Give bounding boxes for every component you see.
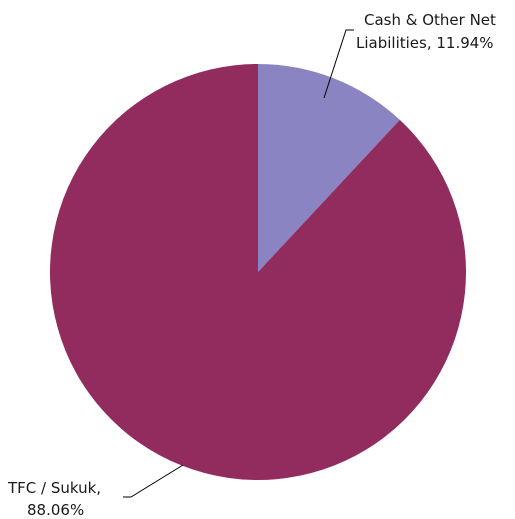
leader-line-cash: [323, 29, 354, 99]
slice-label-cash-line1: Cash & Other Net: [364, 11, 496, 29]
pie-slices: [49, 64, 466, 481]
pie-slice-cash: [258, 64, 400, 272]
slice-label-cash-line2: Liabilities, 11.94%: [356, 34, 494, 52]
slice-label-tfc-line1: TFC / Sukuk,: [7, 479, 101, 497]
leader-line-tfc: [123, 464, 184, 498]
slice-label-tfc-line2: 88.06%: [27, 501, 84, 519]
pie-slice-tfc: [49, 64, 466, 481]
